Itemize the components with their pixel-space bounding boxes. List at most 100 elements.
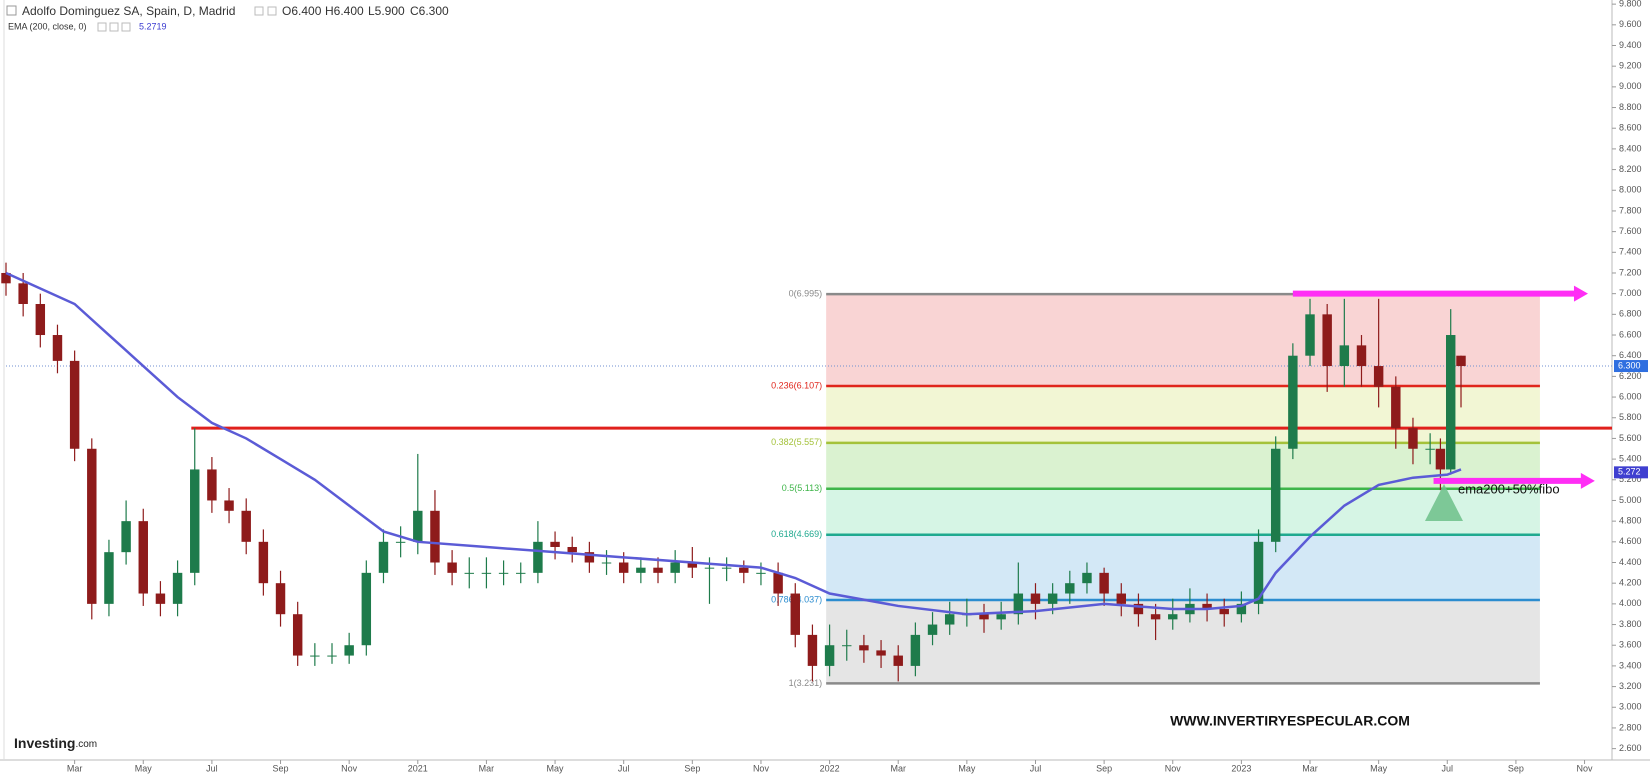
candle-body	[618, 562, 629, 573]
x-tick-label: Nov	[1165, 763, 1182, 773]
candle-body	[69, 360, 80, 449]
candle-body	[859, 645, 869, 651]
indicator-close[interactable]	[121, 22, 131, 32]
candle-body	[1253, 541, 1264, 604]
candle-body	[1435, 448, 1446, 470]
logo-suffix: .com	[75, 739, 97, 750]
x-tick-label: Mar	[479, 763, 495, 773]
candle-body	[430, 510, 440, 563]
candle-body	[498, 572, 509, 574]
candle-body	[601, 562, 612, 564]
candle-body	[910, 634, 921, 666]
y-tick-label: 9.400	[1619, 40, 1642, 50]
y-tick-label: 3.600	[1619, 640, 1642, 650]
candle-body	[1099, 572, 1109, 594]
x-tick-label: 2023	[1231, 763, 1251, 773]
y-tick-label: 9.200	[1619, 61, 1642, 71]
candle-body	[481, 572, 492, 574]
y-tick-label: 7.000	[1619, 288, 1642, 298]
x-tick-label: Jul	[1030, 763, 1042, 773]
y-tick-label: 4.200	[1619, 578, 1642, 588]
candle-body	[721, 567, 732, 569]
x-tick-label: Sep	[1508, 763, 1524, 773]
y-tick-label: 5.200	[1619, 474, 1642, 484]
x-tick-label: Nov	[1577, 763, 1594, 773]
indicator-settings[interactable]	[109, 22, 119, 32]
price-tag	[1614, 466, 1648, 479]
y-tick-label: 2.800	[1619, 722, 1642, 732]
logo: Investing.com	[14, 735, 97, 751]
y-tick-label: 6.800	[1619, 309, 1642, 319]
candle-body	[327, 655, 337, 657]
x-tick-label: May	[1370, 763, 1388, 773]
candle-body	[1445, 335, 1456, 470]
candle-body	[979, 614, 989, 620]
candle-body	[670, 562, 680, 573]
candle-body	[739, 567, 749, 573]
y-tick-label: 4.600	[1619, 536, 1642, 546]
candle-body	[138, 521, 148, 594]
x-tick-label: 2021	[408, 763, 428, 773]
candle-body	[842, 645, 852, 647]
y-tick-label: 7.800	[1619, 205, 1642, 215]
indicator-name: EMA (200, close, 0)	[8, 21, 87, 31]
x-tick-label: Sep	[273, 763, 289, 773]
ohlc-open: O6.400	[282, 4, 322, 18]
candle-body	[1456, 355, 1466, 367]
candle-body	[584, 552, 595, 563]
arrow	[1433, 472, 1595, 489]
candle-body	[258, 541, 269, 584]
x-tick-label: Sep	[1096, 763, 1112, 773]
fib-zone	[826, 534, 1540, 601]
y-tick-label: 6.000	[1619, 391, 1642, 401]
collapse-icon[interactable]	[6, 5, 17, 16]
settings-icon[interactable]	[254, 6, 264, 16]
fib-label: 0.236(6.107)	[771, 380, 822, 390]
ohlc-close: C6.300	[410, 4, 449, 18]
candle-body	[1065, 583, 1075, 594]
fib-zone	[826, 488, 1540, 535]
candle-body	[413, 510, 423, 542]
candle-body	[1013, 593, 1024, 615]
candle-body	[807, 634, 818, 666]
ema-line	[5, 271, 1462, 616]
candle-body	[1, 272, 11, 284]
fib-label: 1(3.231)	[789, 678, 823, 688]
candle-body	[104, 552, 114, 604]
candle-body	[893, 655, 903, 666]
candle-body	[121, 521, 131, 553]
candle-body	[756, 572, 766, 574]
y-tick-label: 4.400	[1619, 557, 1642, 567]
fib-label: 0.5(5.113)	[782, 483, 822, 493]
y-tick-label: 5.600	[1619, 433, 1642, 443]
candle-body	[1373, 366, 1384, 387]
fib-label: 0.382(5.557)	[771, 437, 822, 447]
price-tag-label: 6.300	[1618, 360, 1641, 370]
candle-body	[292, 614, 303, 656]
candle-body	[395, 541, 406, 543]
candle-body	[1047, 593, 1058, 604]
y-tick-label: 9.000	[1619, 81, 1642, 91]
arrow	[1292, 285, 1588, 302]
candle-body	[52, 335, 63, 361]
price-tag-label: 5.272	[1618, 467, 1641, 477]
candle-body	[1425, 448, 1435, 450]
candle-body	[996, 614, 1006, 620]
candle-body	[1202, 603, 1212, 610]
fib-zone	[826, 294, 1540, 386]
annotation: ema200+50%fibo	[1458, 481, 1560, 496]
candle-body	[1236, 603, 1247, 615]
candle-body	[87, 448, 97, 604]
candle-body	[378, 541, 389, 573]
candle-body	[1082, 572, 1092, 584]
candle-body	[636, 567, 646, 573]
indicator-eye[interactable]	[97, 22, 107, 32]
candle-body	[155, 593, 166, 604]
x-tick-label: Sep	[684, 763, 700, 773]
watermark: WWW.INVERTIRYESPECULAR.COM	[1170, 713, 1410, 729]
x-tick-label: Jul	[618, 763, 630, 773]
y-tick-label: 3.800	[1619, 619, 1642, 629]
close-icon[interactable]	[267, 6, 277, 16]
